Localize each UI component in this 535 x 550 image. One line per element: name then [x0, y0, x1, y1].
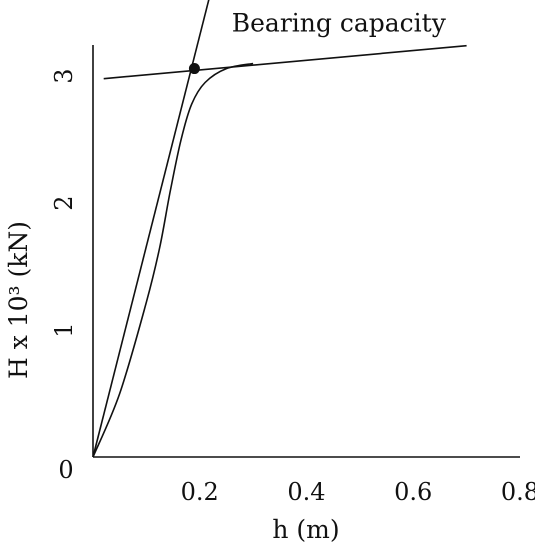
tick-labels: 0.2 0.4 0.6 0.8 1 2 3 0 — [50, 69, 535, 506]
x-tick-label: 0.2 — [181, 478, 219, 506]
bearing-capacity-point — [188, 63, 200, 75]
x-axis-label: h (m) — [272, 515, 339, 544]
series-group — [92, 0, 467, 458]
y-tick-label: 2 — [50, 195, 78, 210]
axes — [92, 45, 520, 458]
x-tick-label: 0.6 — [394, 478, 432, 506]
x-tick-label: 0.8 — [501, 478, 535, 506]
initial-tangent-line — [92, 0, 210, 458]
y-tick-label: 3 — [50, 69, 78, 84]
y-tick-label: 1 — [50, 322, 78, 337]
final-tangent-line — [103, 44, 467, 80]
load-settlement-curve — [92, 62, 254, 458]
y-axis-label: H x 10³ (kN) — [4, 221, 33, 379]
x-tick-label: 0.4 — [287, 478, 325, 506]
origin-label: 0 — [58, 456, 73, 484]
annotations: Bearing capacity — [188, 9, 447, 75]
annotation-label: Bearing capacity — [232, 9, 447, 38]
